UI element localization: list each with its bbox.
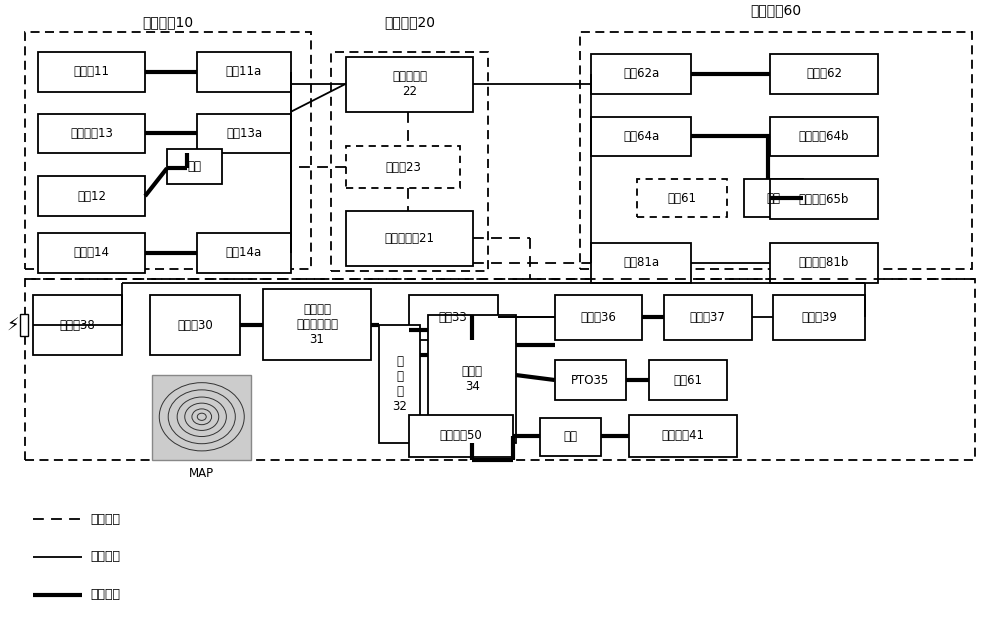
Text: 发动机30: 发动机30: [177, 319, 213, 332]
Bar: [591, 117, 691, 156]
Bar: [649, 360, 727, 400]
Text: 传动: 传动: [766, 191, 780, 205]
Text: MAP: MAP: [189, 467, 214, 480]
Bar: [591, 54, 691, 94]
Text: 籽粒搅龙65b: 籽粒搅龙65b: [799, 193, 849, 205]
Text: 杂余搅龙64b: 杂余搅龙64b: [799, 130, 849, 143]
Bar: [263, 289, 371, 360]
Bar: [20, 315, 28, 336]
Bar: [197, 52, 291, 92]
Bar: [409, 415, 513, 457]
Text: 电机81a: 电机81a: [623, 256, 659, 269]
Text: 行星齿轮
动力耦合装置
31: 行星齿轮 动力耦合装置 31: [296, 303, 338, 346]
Text: 电机13a: 电机13a: [226, 127, 262, 140]
Bar: [770, 179, 878, 219]
Text: 整流器39: 整流器39: [801, 312, 837, 325]
Text: 离合器36: 离合器36: [580, 312, 616, 325]
Bar: [379, 325, 420, 442]
Text: 传动: 传动: [564, 430, 578, 443]
Text: 风机61: 风机61: [667, 191, 696, 205]
Bar: [555, 296, 642, 340]
Text: 发电机37: 发电机37: [690, 312, 726, 325]
Bar: [38, 52, 145, 92]
Text: 割台系统10: 割台系统10: [142, 15, 194, 29]
Text: 减
速
器
32: 减 速 器 32: [392, 355, 407, 413]
Text: 机械连接: 机械连接: [90, 588, 120, 601]
Bar: [38, 114, 145, 154]
Bar: [197, 233, 291, 273]
Text: PTO35: PTO35: [571, 373, 610, 386]
Bar: [555, 360, 626, 400]
Bar: [773, 296, 865, 340]
Bar: [38, 233, 145, 273]
Text: 割台搅龙13: 割台搅龙13: [70, 127, 113, 140]
Bar: [346, 211, 473, 266]
Bar: [629, 415, 737, 457]
Bar: [637, 179, 727, 217]
Bar: [197, 114, 291, 154]
Bar: [540, 418, 601, 455]
Bar: [25, 32, 311, 268]
Bar: [428, 315, 516, 442]
Bar: [770, 117, 878, 156]
Bar: [38, 176, 145, 216]
Text: 清选筛62: 清选筛62: [806, 67, 842, 80]
Text: 电机64a: 电机64a: [623, 130, 659, 143]
Text: 割刀12: 割刀12: [77, 189, 106, 202]
Text: 碎草滚筒81b: 碎草滚筒81b: [799, 256, 849, 269]
Text: 风机61: 风机61: [673, 373, 702, 386]
Text: 电池组38: 电池组38: [60, 319, 95, 332]
Bar: [744, 179, 803, 217]
Text: 脱粒滚筒41: 脱粒滚筒41: [661, 429, 704, 442]
Bar: [150, 296, 240, 355]
Text: 控制系统20: 控制系统20: [384, 15, 435, 29]
Bar: [25, 279, 975, 460]
Text: 传感器23: 传感器23: [385, 161, 421, 174]
Text: ⚡: ⚡: [7, 317, 19, 334]
Text: 信号连接: 信号连接: [90, 513, 120, 526]
Bar: [152, 375, 251, 460]
Text: 整车控制器21: 整车控制器21: [385, 232, 435, 245]
Text: 电机62a: 电机62a: [623, 67, 659, 80]
Text: 电机14a: 电机14a: [226, 246, 262, 259]
Text: 电机33: 电机33: [439, 312, 468, 325]
Bar: [167, 149, 222, 184]
Bar: [770, 243, 878, 283]
Bar: [580, 32, 972, 268]
Text: 传动: 传动: [187, 160, 201, 173]
Bar: [770, 54, 878, 94]
Text: 输送带14: 输送带14: [73, 246, 109, 259]
Text: 电机11a: 电机11a: [226, 65, 262, 78]
Text: 行走系统50: 行走系统50: [439, 429, 482, 442]
Bar: [409, 296, 498, 340]
Text: 电机控制器
22: 电机控制器 22: [392, 70, 427, 98]
Text: 电气连接: 电气连接: [90, 550, 120, 563]
Text: 清选系统60: 清选系统60: [750, 3, 801, 17]
Bar: [591, 243, 691, 283]
Bar: [331, 52, 488, 271]
Bar: [664, 296, 752, 340]
Bar: [33, 296, 122, 355]
Text: 拨禾轮11: 拨禾轮11: [73, 65, 109, 78]
Bar: [346, 57, 473, 112]
Bar: [346, 146, 460, 188]
Text: 分动箱
34: 分动箱 34: [462, 365, 483, 393]
